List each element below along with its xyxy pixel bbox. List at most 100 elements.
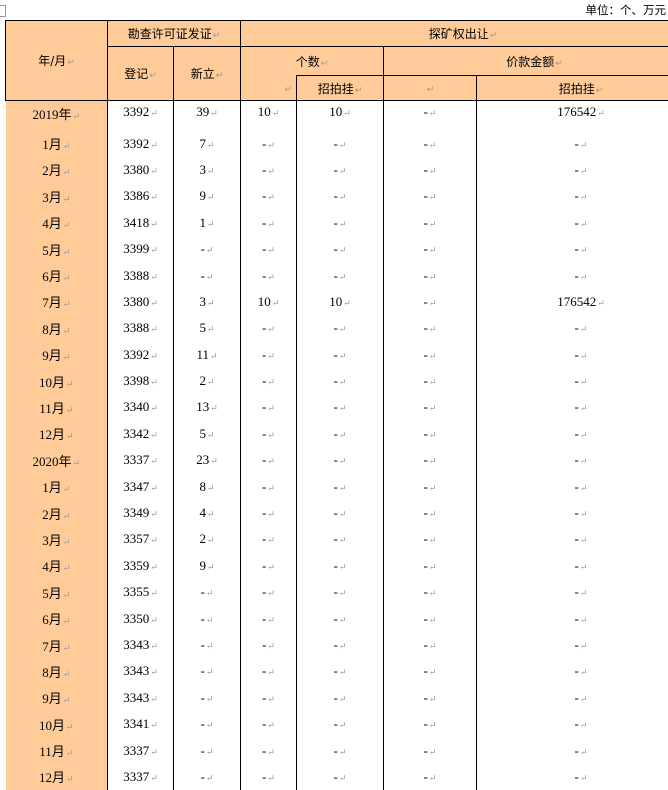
cell-registered: 3386 xyxy=(108,183,174,209)
cell-new: 13 xyxy=(174,394,241,420)
table-move-handle[interactable] xyxy=(0,5,6,17)
cell-new: 3 xyxy=(174,157,241,183)
cell-period: 7月 xyxy=(6,289,108,315)
cell-auction-amount: - xyxy=(477,262,668,288)
cell-auction-amount: - xyxy=(477,526,668,552)
cell-registered: 3343 xyxy=(108,658,174,684)
cell-auction-amount: - xyxy=(477,315,668,341)
cell-period: 4月 xyxy=(6,210,108,236)
cell-count: - xyxy=(241,473,297,499)
header-period: 年/月 xyxy=(6,21,108,101)
cell-auction-count: - xyxy=(297,553,384,579)
cell-registered: 3392 xyxy=(108,342,174,368)
cell-period: 3月 xyxy=(6,183,108,209)
cell-auction-amount: - xyxy=(477,183,668,209)
unit-label: 单位：个、万元 xyxy=(586,2,667,18)
cell-registered: 3337 xyxy=(108,447,174,473)
mining-permit-table: 年/月 勘查许可证发证 探矿权出让 登记 新立 个数 价款金额 招拍挂 招拍挂 … xyxy=(5,20,668,790)
cell-auction-count: - xyxy=(297,526,384,552)
cell-registered: 3350 xyxy=(108,605,174,631)
cell-auction-count: - xyxy=(297,632,384,658)
cell-registered: 3388 xyxy=(108,315,174,341)
table-row: 4月33599---- xyxy=(6,553,668,579)
cell-registered: 3343 xyxy=(108,632,174,658)
cell-period: 11月 xyxy=(6,737,108,763)
cell-amount: - xyxy=(384,473,477,499)
cell-registered: 3340 xyxy=(108,394,174,420)
cell-auction-count: - xyxy=(297,236,384,262)
cell-auction-amount: - xyxy=(477,368,668,394)
cell-amount: - xyxy=(384,500,477,526)
cell-amount: - xyxy=(384,605,477,631)
table-row: 11月3337----- xyxy=(6,737,668,763)
cell-amount: - xyxy=(384,711,477,737)
cell-auction-count: 10 xyxy=(297,101,384,131)
table-row: 11月334013---- xyxy=(6,394,668,420)
cell-auction-amount: - xyxy=(477,421,668,447)
cell-period: 2月 xyxy=(6,500,108,526)
cell-amount: - xyxy=(384,447,477,473)
cell-period: 12月 xyxy=(6,764,108,790)
cell-amount: - xyxy=(384,632,477,658)
cell-period: 3月 xyxy=(6,526,108,552)
cell-period: 6月 xyxy=(6,605,108,631)
cell-auction-count: - xyxy=(297,605,384,631)
cell-period: 5月 xyxy=(6,236,108,262)
cell-amount: - xyxy=(384,157,477,183)
cell-amount: - xyxy=(384,764,477,790)
cell-new: - xyxy=(174,236,241,262)
table-row: 6月3350----- xyxy=(6,605,668,631)
cell-auction-amount: - xyxy=(477,473,668,499)
cell-amount: - xyxy=(384,553,477,579)
cell-auction-amount: - xyxy=(477,658,668,684)
cell-registered: 3380 xyxy=(108,157,174,183)
cell-auction-count: - xyxy=(297,500,384,526)
cell-new: - xyxy=(174,262,241,288)
cell-auction-count: - xyxy=(297,579,384,605)
table-row: 3月33572---- xyxy=(6,526,668,552)
cell-auction-count: - xyxy=(297,658,384,684)
cell-count: - xyxy=(241,210,297,236)
cell-new: 5 xyxy=(174,315,241,341)
cell-new: 4 xyxy=(174,500,241,526)
cell-new: 9 xyxy=(174,183,241,209)
table-row: 3月33869---- xyxy=(6,183,668,209)
cell-period: 10月 xyxy=(6,368,108,394)
table-row: 2月33803---- xyxy=(6,157,668,183)
table-row: 12月3337----- xyxy=(6,764,668,790)
cell-auction-count: - xyxy=(297,157,384,183)
header-count-blank xyxy=(241,76,297,101)
cell-new: 1 xyxy=(174,210,241,236)
cell-count: - xyxy=(241,342,297,368)
table-row: 12月33425---- xyxy=(6,421,668,447)
cell-period: 2020年 xyxy=(6,447,108,473)
cell-amount: - xyxy=(384,101,477,131)
cell-auction-amount: - xyxy=(477,632,668,658)
cell-count: - xyxy=(241,764,297,790)
cell-auction-count: - xyxy=(297,473,384,499)
cell-auction-count: - xyxy=(297,764,384,790)
cell-registered: 3337 xyxy=(108,764,174,790)
cell-auction-amount: - xyxy=(477,685,668,711)
cell-auction-amount: - xyxy=(477,764,668,790)
cell-registered: 3380 xyxy=(108,289,174,315)
table-row: 1月33927---- xyxy=(6,130,668,156)
cell-new: - xyxy=(174,605,241,631)
cell-registered: 3392 xyxy=(108,101,174,131)
cell-new: 8 xyxy=(174,473,241,499)
cell-period: 7月 xyxy=(6,632,108,658)
cell-registered: 3337 xyxy=(108,737,174,763)
header-registered: 登记 xyxy=(108,47,174,101)
cell-period: 6月 xyxy=(6,262,108,288)
cell-new: - xyxy=(174,632,241,658)
cell-count: - xyxy=(241,605,297,631)
cell-registered: 3399 xyxy=(108,236,174,262)
table-row: 1月33478---- xyxy=(6,473,668,499)
header-transfer-group: 探矿权出让 xyxy=(241,21,668,47)
cell-auction-count: - xyxy=(297,711,384,737)
cell-count: - xyxy=(241,394,297,420)
cell-count: - xyxy=(241,262,297,288)
cell-amount: - xyxy=(384,737,477,763)
table-row: 5月3399----- xyxy=(6,236,668,262)
cell-registered: 3342 xyxy=(108,421,174,447)
